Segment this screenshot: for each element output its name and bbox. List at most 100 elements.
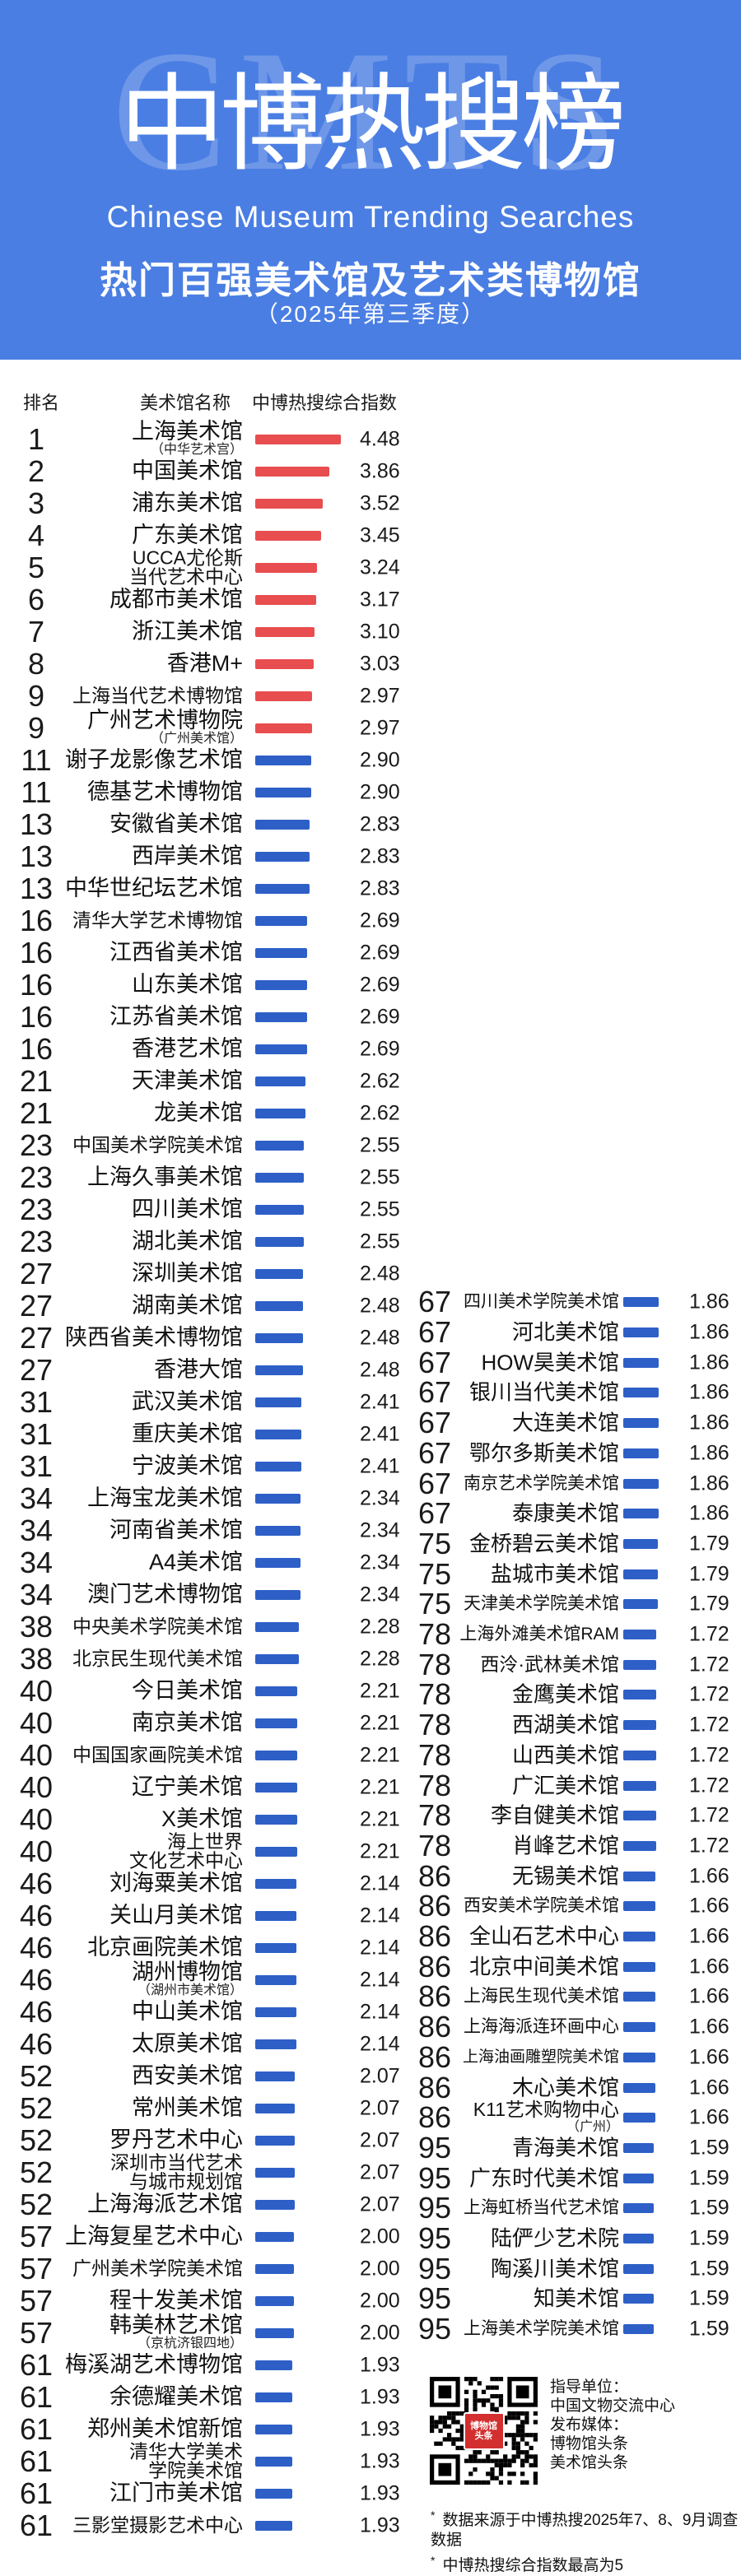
museum-name-block: 西泠·武林美术馆 [464,1653,619,1675]
museum-name-block: K11艺术购物中心 （广州） [464,2100,619,2135]
museum-name-sub: （广州美术馆） [150,732,243,746]
museum-name-block: 天津美术学院美术馆 [464,1595,619,1614]
rank-number: 8 [27,646,45,681]
index-value: 1.66 [689,1864,729,1888]
museum-name: 天津美术馆 [132,1067,243,1093]
museum-name: 中国美术学院美术馆 [72,1133,243,1155]
watermark-text: CMTS [112,16,629,207]
museum-name: K11艺术购物中心 [473,2099,619,2121]
table-row: 46 湖州博物馆 （湖州市美术馆） 2.14 [0,1960,400,1998]
index-value: 1.59 [689,2317,729,2341]
museum-name-block: 上海外滩美术馆RAM [459,1625,619,1644]
index-value: 3.17 [360,588,400,611]
index-bar [255,1653,299,1664]
rank-number: 75 [417,1587,452,1621]
index-bar [255,1140,304,1151]
index-bar [255,1365,303,1375]
index-value: 2.62 [360,1069,400,1092]
museum-name-block: 广汇美术馆 [464,1774,619,1797]
index-value: 2.28 [360,1615,400,1638]
museum-name-block: 清华大学美术 学院美术馆 [72,2441,243,2481]
index-bar [255,466,329,477]
index-value: 2.14 [360,2000,400,2023]
rank-number: 34 [19,1545,54,1579]
table-row: 16 江西省美术馆 2.69 [0,936,400,969]
index-bar [623,2234,654,2244]
index-value: 1.66 [689,1984,729,2008]
index-value: 2.55 [360,1197,400,1221]
table-row: 78 广汇美术馆 1.72 [379,1769,741,1802]
index-value: 1.59 [689,2166,729,2190]
museum-name: 陕西省美术博物馆 [65,1324,243,1350]
index-value: 1.72 [689,1713,729,1737]
index-value: 2.28 [360,1647,400,1670]
index-value: 2.97 [360,684,400,707]
table-row: 46 中山美术馆 2.14 [0,1995,400,2029]
museum-name: 上海民生现代美术馆 [464,1987,619,2006]
rank-number: 27 [19,1288,54,1323]
rank-number: 13 [19,871,54,905]
qr-logo-text-bottom: 头条 [474,2430,493,2441]
table-row: 78 西湖美术馆 1.72 [379,1708,741,1741]
museum-name-block: 北京民生现代美术馆 [72,1648,243,1669]
table-row: 46 关山月美术馆 2.14 [0,1899,400,1932]
index-bar [623,1901,655,1912]
table-row: 40 X美术馆 2.21 [0,1802,400,1836]
table-row: 78 肖峰艺术馆 1.72 [379,1829,741,1862]
index-value: 1.86 [689,1380,729,1404]
museum-name: 清华大学艺术博物馆 [72,909,243,931]
table-row: 86 上海海派连环画中心 1.66 [379,2010,741,2044]
index-bar [255,434,341,444]
table-row: 46 太原美术馆 2.14 [0,2027,400,2061]
index-value: 1.72 [689,1743,729,1767]
museum-name: 李自健美术馆 [490,1802,619,1828]
index-bar [255,1108,305,1118]
index-value: 1.59 [689,2286,729,2310]
museum-name-block: 河北美术馆 [464,1321,619,1344]
rank-number: 61 [19,2508,54,2542]
museum-name-sub: （广州） [566,2119,619,2134]
museum-name: 郑州美术馆新馆 [87,2416,243,2441]
index-bar [623,2263,654,2274]
index-bar [623,1478,659,1489]
rank-number: 78 [417,1617,452,1652]
index-bar [623,1780,656,1791]
index-bar [255,1461,301,1472]
table-row: 95 广东时代美术馆 1.59 [379,2161,741,2195]
index-bar [255,1942,296,1953]
table-row: 46 刘海粟美术馆 2.14 [0,1867,400,1900]
table-row: 75 盐城市美术馆 1.79 [379,1557,741,1591]
index-bar [255,1397,301,1407]
museum-name: X美术馆 [161,1806,243,1831]
rank-number: 95 [417,2130,452,2164]
table-row: 40 辽宁美术馆 2.21 [0,1770,400,1804]
index-bar [623,2294,654,2304]
museum-name-block: UCCA尤伦斯 当代艺术中心 [72,547,243,587]
index-value: 2.69 [360,973,400,996]
rank-number: 40 [19,1673,54,1708]
table-row: 16 清华大学艺术博物馆 2.69 [0,904,400,937]
rank-number: 86 [417,1889,452,1923]
museum-name-block: 西安美术馆 [72,2064,243,2088]
table-row: 11 德基艺术博物馆 2.90 [0,775,399,809]
index-value: 2.55 [360,1165,400,1188]
museum-name: 罗丹艺术中心 [110,2127,243,2152]
index-value: 1.66 [689,2105,729,2129]
table-row: 27 深圳美术馆 2.48 [0,1257,400,1290]
museum-name-block: 上海当代艺术博物馆 [72,686,243,706]
index-value: 1.86 [689,1351,729,1374]
rank-number: 40 [19,1737,54,1772]
rank-number: 86 [417,1858,452,1893]
index-value: 2.48 [360,1326,400,1349]
period-label: （2025年第三季度） [254,301,487,327]
museum-name-block: 上海美术学院美术馆 [464,2320,619,2338]
index-bar [255,1814,297,1825]
index-value: 2.83 [360,876,400,900]
museum-name-block: 上海虹桥当代艺术馆 [464,2199,619,2218]
museum-name-block: 广东美术馆 [72,523,243,547]
table-row: 61 三影堂摄影艺术中心 1.93 [0,2508,400,2542]
subtitle-english: Chinese Museum Trending Searches [106,200,635,234]
museum-name: 西泠·武林美术馆 [480,1653,619,1675]
rank-number: 23 [19,1192,54,1226]
index-bar [255,819,310,830]
